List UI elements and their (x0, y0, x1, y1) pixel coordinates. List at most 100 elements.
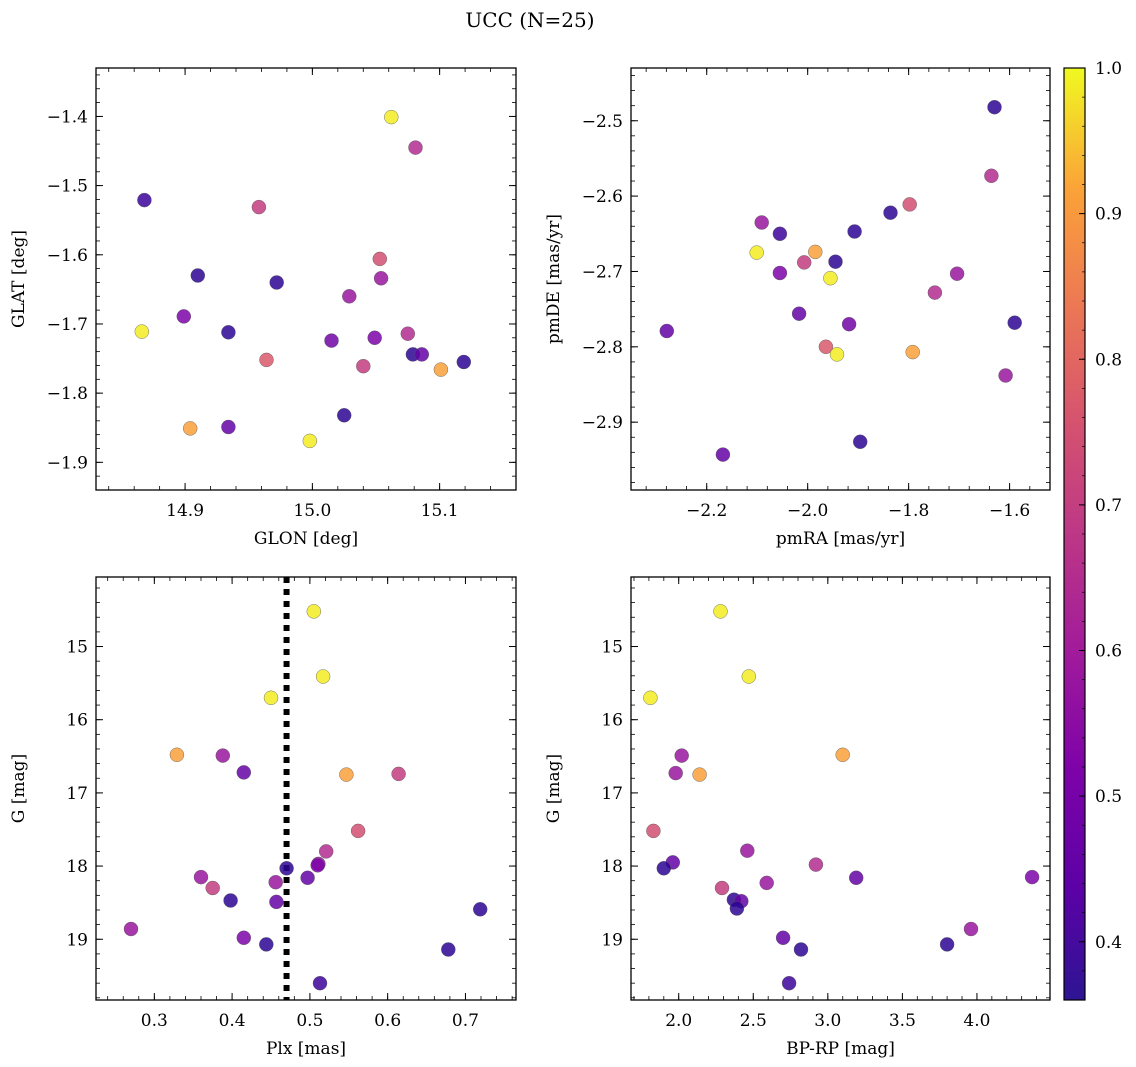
colorbar: 0.4 0.5 0.6 0.7 0.8 0.9 1.0 (1063, 59, 1122, 1001)
y-axis-label: G [mag] (544, 754, 564, 823)
data-point (949, 266, 965, 281)
data-point (741, 669, 756, 684)
data-point (987, 99, 1002, 115)
data-point (828, 254, 843, 269)
x-axis-label: BP-RP [mag] (786, 1039, 895, 1059)
data-point (182, 421, 198, 436)
data-point (279, 861, 294, 876)
data-point (306, 604, 321, 619)
data-point (268, 875, 283, 890)
data-point (656, 861, 671, 876)
x-tick-label: 4.0 (963, 1011, 990, 1031)
colorbar-tick-label: 0.9 (1095, 205, 1122, 225)
data-point (441, 942, 456, 957)
y-tick-label: 19 (66, 930, 88, 950)
data-point (221, 325, 236, 340)
x-tick-label: 15.0 (293, 501, 331, 521)
data-point (259, 937, 274, 952)
data-point (905, 344, 920, 360)
data-point (781, 976, 797, 991)
data-point (473, 902, 488, 917)
data-point (772, 226, 788, 242)
y-tick-label: −2.7 (582, 262, 623, 282)
data-point (433, 362, 449, 377)
y-axis-label: pmDE [mas/yr] (544, 214, 564, 344)
data-point (984, 168, 999, 184)
y-tick-label: −2.6 (582, 187, 623, 207)
x-tick-label: 0.6 (374, 1011, 401, 1031)
x-tick-label: −2.2 (686, 501, 727, 521)
y-tick-label: −2.5 (582, 112, 623, 132)
data-point (302, 433, 317, 449)
data-point (350, 823, 366, 839)
data-point (841, 317, 857, 332)
axes-frame (630, 67, 1051, 491)
data-point (236, 765, 252, 780)
x-tick-label: 3.0 (814, 1011, 841, 1031)
colorbar-tick-label: 1.0 (1095, 59, 1122, 79)
data-point (849, 870, 864, 885)
data-point (659, 323, 674, 339)
data-point (269, 275, 284, 290)
data-point (372, 251, 387, 267)
data-point (754, 215, 769, 230)
data-point (902, 197, 917, 212)
data-point (808, 244, 823, 260)
data-point (269, 894, 284, 910)
x-tick-label: 2.5 (740, 1011, 767, 1031)
data-point (775, 930, 791, 945)
data-point (310, 858, 325, 873)
data-point (373, 271, 389, 286)
panels: 14.9 15.0 15.1 −1.4 −1.5 −1.6 −1.7 −1.8 −1.9 GLON… (9, 67, 1051, 1059)
y-tick-label: 18 (601, 857, 623, 877)
y-tick-label: 18 (66, 857, 88, 877)
data-point (221, 419, 236, 435)
data-point (414, 347, 429, 362)
data-point (1024, 869, 1040, 885)
data-point (646, 823, 661, 839)
data-point (847, 224, 862, 239)
y-tick-label: −1.9 (47, 453, 88, 473)
data-point (384, 109, 399, 125)
data-point (319, 844, 334, 859)
data-point (193, 869, 209, 885)
y-tick-label: 15 (66, 638, 88, 658)
y-tick-label: −1.5 (47, 177, 88, 197)
panel-bottom-right: 2.0 2.5 3.0 3.5 4.0 15 16 17 18 19 BP-RP [mag] G [m… (544, 576, 1051, 1059)
data-point (791, 306, 807, 321)
data-point (793, 942, 809, 957)
x-tick-label: 3.5 (889, 1011, 916, 1031)
x-tick-label: 0.3 (141, 1011, 168, 1031)
data-point (176, 309, 192, 324)
data-point (797, 255, 812, 270)
data-point (356, 359, 371, 374)
panel-top-left: 14.9 15.0 15.1 −1.4 −1.5 −1.6 −1.7 −1.8 −1.9 GLON… (9, 67, 517, 549)
y-tick-label: −2.9 (582, 413, 623, 433)
y-tick-label: 16 (66, 711, 88, 731)
data-point (137, 192, 152, 208)
data-point (1007, 315, 1022, 330)
data-point (205, 880, 220, 896)
data-point (829, 347, 845, 362)
y-tick-label: 15 (601, 638, 623, 658)
colorbar-tick-label: 0.7 (1095, 496, 1122, 516)
y-tick-label: 17 (601, 784, 623, 804)
data-point (134, 324, 150, 339)
data-point (740, 843, 755, 858)
x-axis-label: GLON [deg] (254, 529, 358, 549)
data-point (853, 434, 868, 449)
data-point (400, 326, 415, 341)
data-point (312, 976, 328, 991)
axes-frame (630, 576, 1051, 1001)
y-tick-label: 16 (601, 711, 623, 731)
x-tick-label: −1.8 (888, 501, 929, 521)
axes-frame (95, 67, 517, 491)
y-axis-label: GLAT [deg] (9, 230, 29, 328)
data-point (643, 690, 658, 705)
x-axis-label: Plx [mas] (266, 1039, 346, 1059)
y-tick-label: 19 (601, 930, 623, 950)
data-point (939, 937, 955, 952)
data-point (236, 930, 252, 945)
data-point (456, 354, 471, 370)
